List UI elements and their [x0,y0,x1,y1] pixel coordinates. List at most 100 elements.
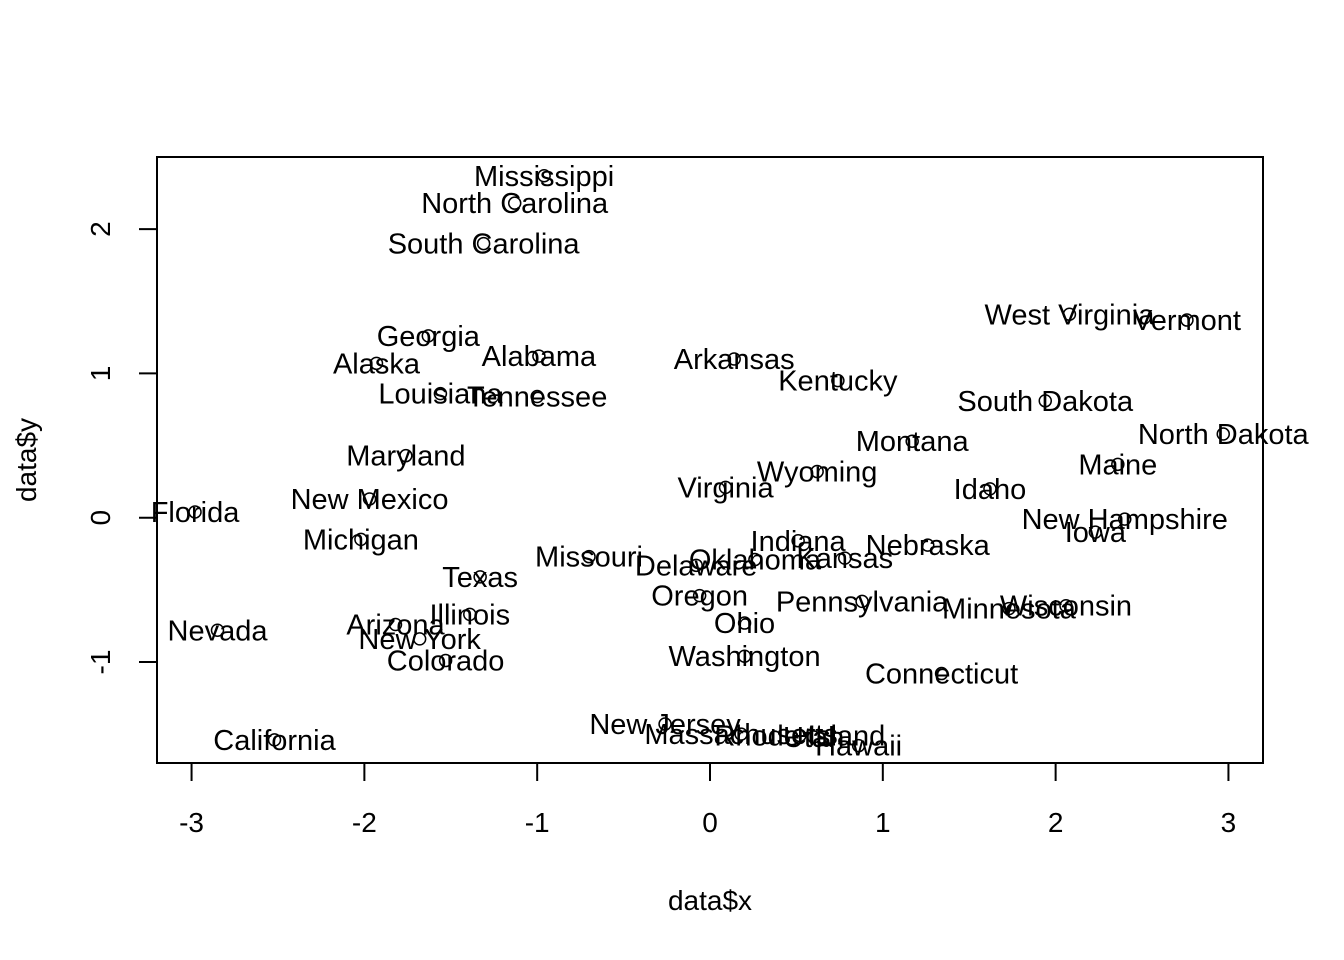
data-point [532,349,546,363]
point-label: Washington [669,641,821,673]
data-point [507,196,522,210]
data-point [748,552,762,567]
point-label: North Carolina [421,188,609,220]
x-tick-label: -2 [352,807,377,838]
y-axis-title: data$y [11,418,42,502]
data-point [810,464,824,479]
point-label: Delaware [635,550,758,582]
point-label: Pennsylvania [776,586,949,618]
data-point [851,738,866,753]
point-label: Wisconsin [1000,591,1132,623]
point-label: Virginia [677,472,774,504]
data-point [537,169,551,183]
point-label: Louisiana [378,379,503,411]
point-label: Maryland [346,441,465,473]
point-label: New Mexico [291,484,449,516]
point-label: Mississippi [474,161,614,193]
x-tick-label: -3 [179,807,204,838]
point-label: Alabama [482,341,597,373]
point-label: Montana [856,426,970,458]
data-point [188,505,202,519]
data-point [1118,512,1132,526]
data-point [737,649,752,663]
data-point [983,482,997,496]
data-point [530,389,544,404]
y-axis: -1 0 1 2 [85,221,158,675]
point-label: Utah [783,722,844,754]
data-point [658,717,672,731]
data-point [734,727,748,741]
data-point [855,594,869,609]
data-point [399,448,413,463]
data-point [362,492,377,506]
data-point [463,607,477,622]
x-axis-title: data$x [668,885,752,916]
data-point [692,588,707,603]
point-label: Arkansas [674,344,795,376]
data-point [793,728,807,743]
data-point [791,534,805,548]
data-point [831,373,845,388]
data-point [476,236,491,251]
point-label: South Carolina [388,229,581,261]
y-tick-label: 0 [85,510,116,526]
point-label: Indiana [751,526,847,558]
point-label: Oklahoma [689,545,822,577]
y-tick-label: 2 [85,221,116,237]
data-point [905,434,919,448]
point-label: Nebraska [866,530,991,562]
x-tick-label: -1 [525,807,550,838]
x-tick-label: 3 [1221,807,1237,838]
point-label: Alaska [333,348,421,380]
point-label: Iowa [1065,517,1127,549]
data-point [582,549,596,564]
data-point [838,551,852,565]
point-label: Colorado [387,646,505,678]
point-label: New Jersey [589,709,741,741]
data-point [737,616,752,630]
data-point [1180,313,1194,327]
data-point [412,632,427,646]
data-point [689,558,703,573]
data-point [1062,307,1077,322]
data-point [727,352,741,366]
point-label: South Dakota [957,386,1134,418]
data-point [388,617,403,632]
data-point [1002,601,1016,616]
point-label: Nevada [168,615,269,647]
data-point [210,623,225,638]
data-point [1038,394,1053,408]
point-label: Hawaii [815,731,902,763]
data-point [369,356,384,371]
point-label: Florida [151,497,241,529]
y-tick-label: -1 [85,650,116,675]
point-label: North Dakota [1138,419,1310,451]
x-axis: -3 -2 -1 0 1 2 3 [179,762,1237,838]
data-point [433,386,448,401]
point-label: West Virginia [985,299,1156,331]
data-point [354,532,368,547]
data-point [421,329,436,343]
x-tick-label: 0 [702,807,718,838]
data-point [718,480,733,495]
data-point [1059,598,1073,613]
data-point [1111,457,1125,472]
point-label: California [213,725,336,757]
point-label: Connecticut [865,659,1018,691]
data-point [920,538,935,552]
point-label: Oregon [651,581,748,613]
point-label: New Hampshire [1022,504,1228,536]
point-label: Missouri [535,542,643,574]
point-label: Tennessee [467,382,607,414]
data-point [806,730,821,744]
data-point [1216,427,1231,441]
data-point [473,570,487,584]
data-point [934,666,949,681]
point-label: Wyoming [757,457,878,489]
point-label: Minnesota [942,594,1077,626]
point-label: New York [358,624,481,656]
point-label: Illinois [429,599,510,631]
data-point [267,733,282,747]
